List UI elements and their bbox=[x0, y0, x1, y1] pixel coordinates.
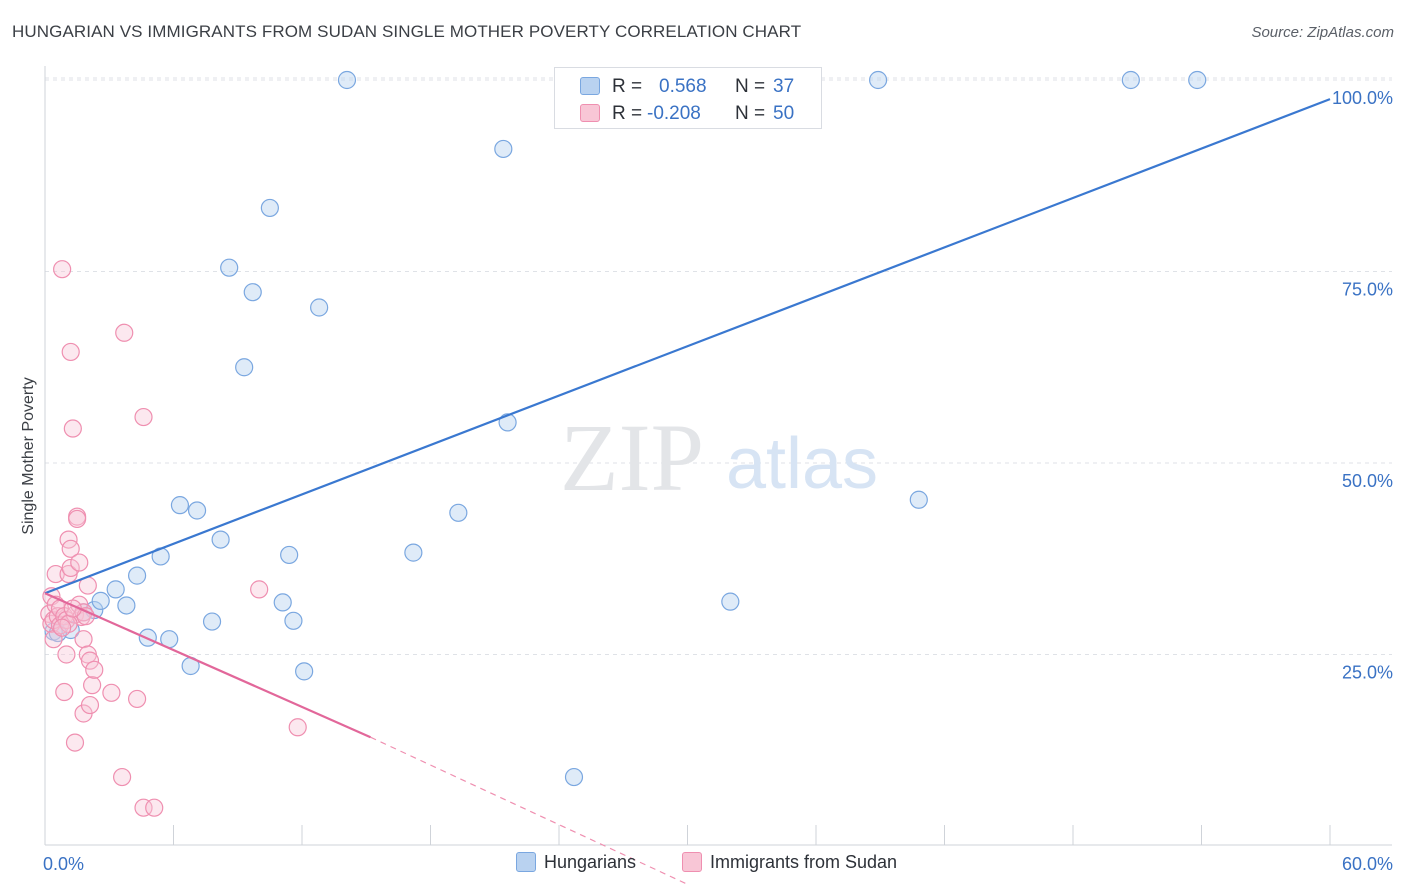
sudan-point bbox=[68, 509, 87, 529]
y-axis-label: Single Mother Poverty bbox=[20, 377, 37, 535]
r-value: 0.568 bbox=[659, 76, 707, 97]
hungarians-point bbox=[310, 298, 329, 317]
sudan-point bbox=[288, 718, 307, 737]
sudan-point bbox=[115, 323, 134, 342]
hungarians-point bbox=[337, 70, 357, 90]
r-value: -0.208 bbox=[647, 103, 701, 124]
hungarians-legend-icon bbox=[516, 852, 536, 872]
hungarians-point bbox=[117, 596, 136, 615]
watermark-zip: ZIP bbox=[560, 404, 704, 511]
hungarians-point bbox=[280, 545, 299, 565]
y-tick-label: 25.0% bbox=[1342, 663, 1393, 683]
y-tick-label: 50.0% bbox=[1342, 471, 1393, 491]
hungarians-point bbox=[235, 358, 254, 377]
stats-row-hungarians: R = 0.568 N = 37 bbox=[555, 73, 821, 101]
sudan-point bbox=[70, 553, 89, 572]
sudan-point bbox=[85, 660, 104, 679]
sudan-point bbox=[55, 682, 74, 702]
r-label: R = bbox=[612, 76, 643, 97]
x-tick-label: 60.0% bbox=[1342, 854, 1393, 874]
watermark-atlas: atlas bbox=[726, 424, 878, 504]
tick-labels: 25.0% 50.0% 75.0% 100.0% 0.0% 60.0% bbox=[43, 88, 1393, 874]
y-tick-label: 100.0% bbox=[1332, 88, 1393, 108]
legend-item-sudan[interactable]: Immigrants from Sudan bbox=[682, 852, 897, 873]
hungarians-trend-line bbox=[44, 98, 1331, 595]
sudan-point bbox=[134, 798, 153, 817]
hungarians-point bbox=[1188, 70, 1207, 90]
sudan-point bbox=[53, 260, 72, 279]
sudan-trend-line-extension bbox=[370, 736, 688, 885]
chart-title: HUNGARIAN VS IMMIGRANTS FROM SUDAN SINGL… bbox=[12, 22, 802, 41]
watermark: ZIP atlas bbox=[560, 404, 878, 511]
hungarians-point bbox=[187, 501, 207, 520]
sudan-point bbox=[102, 683, 121, 702]
sudan-swatch-icon bbox=[580, 104, 600, 122]
hungarians-point bbox=[449, 503, 468, 522]
hungarians-point bbox=[260, 198, 279, 218]
hungarians-swatch-icon bbox=[580, 77, 600, 95]
sudan-trend-line bbox=[44, 592, 371, 739]
sudan-point bbox=[61, 539, 80, 558]
stats-box: R = 0.568 N = 37 R = -0.208 N = 50 bbox=[554, 67, 822, 129]
hungarians-point bbox=[211, 530, 230, 549]
sudan-point bbox=[61, 342, 80, 362]
legend-label: Hungarians bbox=[544, 852, 637, 872]
x-tick-label: 0.0% bbox=[43, 854, 84, 874]
n-value: 50 bbox=[773, 103, 795, 124]
sudan-point bbox=[80, 695, 100, 715]
trend-lines bbox=[44, 98, 1331, 885]
hungarians-point bbox=[721, 592, 740, 611]
hungarians-point bbox=[909, 490, 928, 509]
n-label: N = bbox=[735, 76, 766, 97]
hungarians-point bbox=[869, 70, 888, 90]
legend-label: Immigrants from Sudan bbox=[710, 852, 898, 872]
sudan-point bbox=[134, 407, 153, 427]
hungarians-point bbox=[295, 662, 314, 681]
hungarians-point bbox=[404, 543, 423, 562]
sudan-point bbox=[63, 419, 82, 438]
hungarians-point bbox=[564, 767, 584, 787]
sudan-point bbox=[83, 676, 102, 695]
source-label: Source: ZipAtlas.com bbox=[1251, 24, 1394, 41]
n-label: N = bbox=[735, 103, 766, 124]
hungarians-point bbox=[243, 283, 262, 302]
hungarians-point bbox=[202, 612, 222, 631]
sudan-point bbox=[65, 733, 85, 752]
sudan-point bbox=[74, 630, 93, 649]
hungarians-point bbox=[273, 593, 292, 612]
hungarians-point bbox=[494, 139, 513, 159]
n-value: 37 bbox=[773, 76, 795, 97]
hungarians-point bbox=[1121, 70, 1140, 90]
r-label: R = bbox=[612, 103, 643, 124]
sudan-point bbox=[53, 618, 72, 637]
axes bbox=[44, 66, 1392, 846]
sudan-point bbox=[57, 645, 76, 664]
legend-item-hungarians[interactable]: Hungarians bbox=[516, 852, 636, 873]
hungarians-point bbox=[91, 591, 110, 610]
hungarians-point bbox=[220, 258, 239, 277]
y-tick-label: 75.0% bbox=[1342, 280, 1393, 300]
sudan-point bbox=[145, 798, 164, 817]
sudan-point bbox=[61, 558, 80, 578]
sudan-point bbox=[112, 767, 132, 787]
sudan-point bbox=[127, 689, 147, 709]
hungarians-point bbox=[127, 566, 147, 585]
sudan-point bbox=[80, 651, 100, 670]
hungarians-point bbox=[106, 580, 125, 599]
hungarians-point bbox=[170, 496, 190, 515]
sudan-point bbox=[250, 580, 269, 599]
stats-row-sudan: R = -0.208 N = 50 bbox=[555, 100, 821, 128]
sudan-legend-icon bbox=[682, 852, 702, 872]
hungarians-point bbox=[284, 611, 303, 630]
